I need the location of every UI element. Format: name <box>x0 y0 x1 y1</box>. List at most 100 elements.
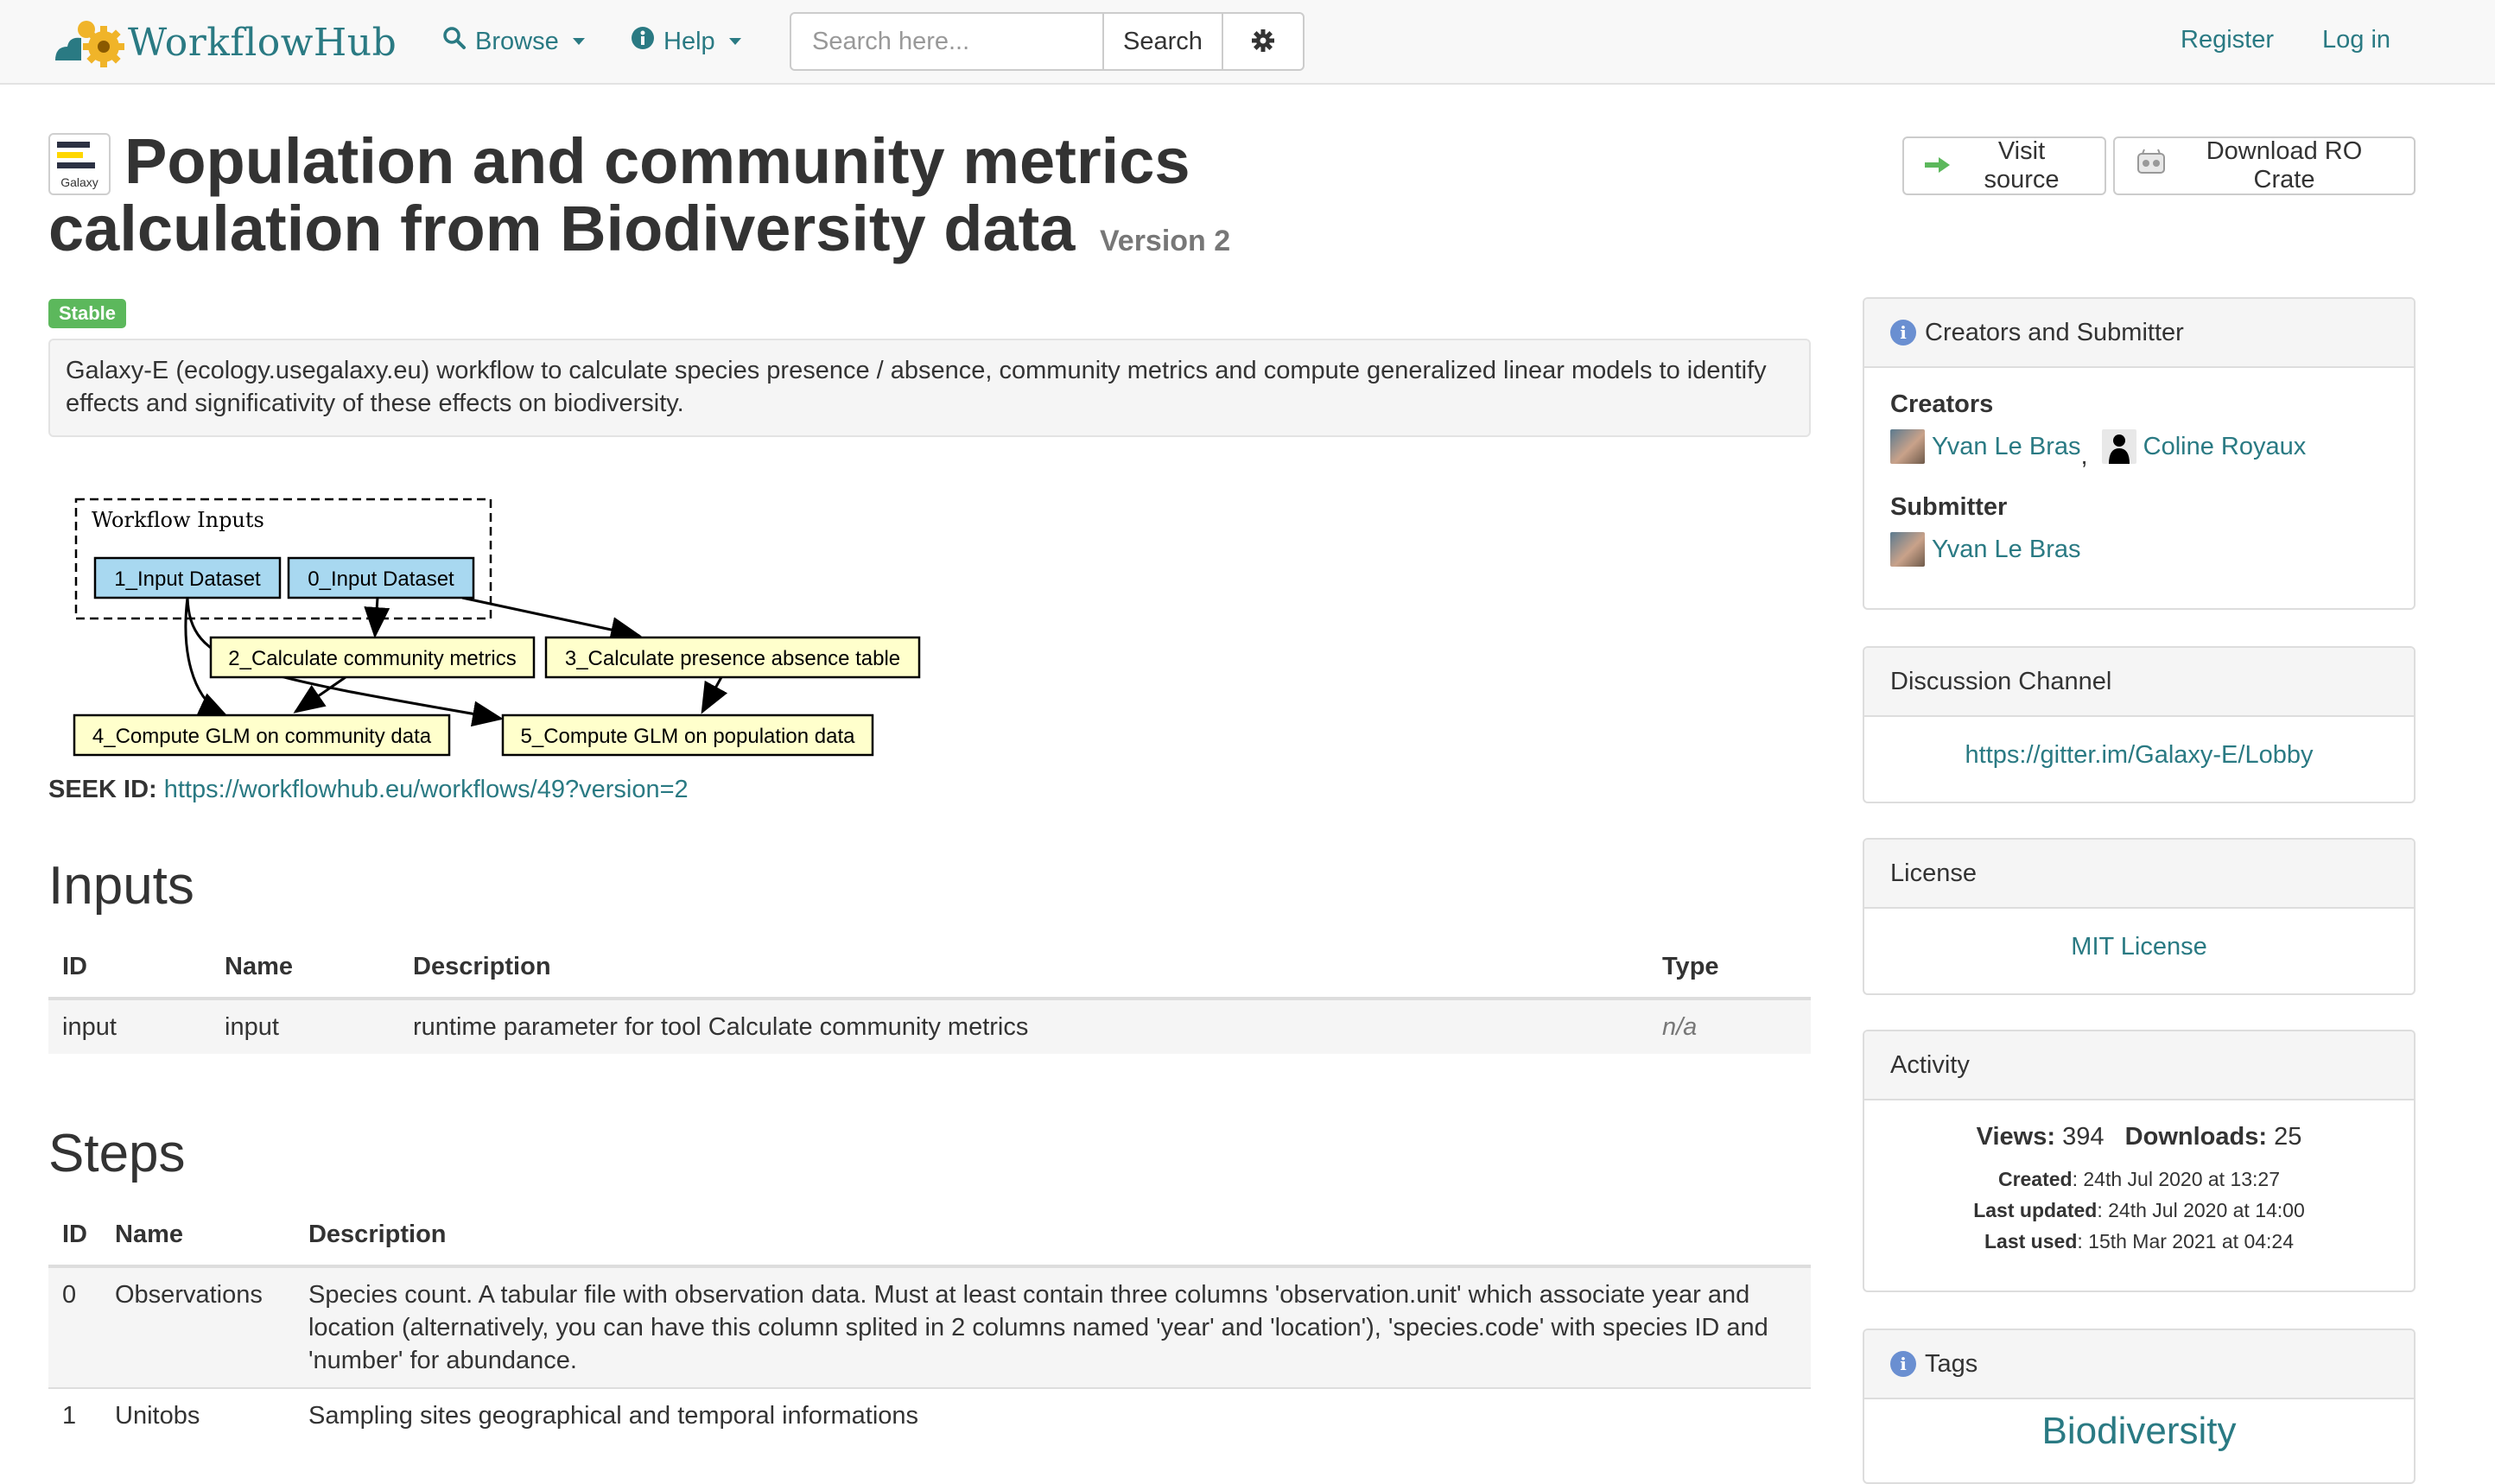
brand-link[interactable]: WorkflowHub <box>52 16 397 69</box>
input-description: runtime parameter for tool Calculate com… <box>399 998 1648 1054</box>
tags-panel-heading: i Tags <box>1864 1330 2414 1399</box>
activity-panel-title: Activity <box>1890 1050 1970 1079</box>
step-name: Unitobs <box>101 1387 295 1443</box>
edge-step3-step5 <box>701 676 728 714</box>
activity-panel-heading: Activity <box>1864 1031 2414 1100</box>
step-id: 1 <box>48 1387 101 1443</box>
license-link[interactable]: MIT License <box>2071 933 2207 961</box>
workflow-description: Galaxy-E (ecology.usegalaxy.eu) workflow… <box>48 339 1811 437</box>
column-header-id: ID <box>48 936 211 1000</box>
step-description: Sampling sites geographical and temporal… <box>294 1387 1811 1443</box>
info-icon[interactable]: i <box>1890 320 1916 346</box>
step-name: Observations <box>101 1265 295 1388</box>
column-header-name: Name <box>211 936 399 1000</box>
avatar-placeholder-icon <box>2101 429 2136 464</box>
svg-text:5_Compute GLM on population da: 5_Compute GLM on population data <box>521 725 856 748</box>
downloads-label: Downloads: <box>2124 1123 2267 1151</box>
license-panel-heading: License <box>1864 840 2414 909</box>
browse-label: Browse <box>475 27 559 55</box>
search-icon <box>442 26 467 57</box>
activity-panel: Activity Views: 394 Downloads: 25 Create… <box>1863 1030 2416 1292</box>
discussion-panel: Discussion Channel https://gitter.im/Gal… <box>1863 646 2416 803</box>
edge-input0-step2 <box>364 597 390 638</box>
seek-id-link[interactable]: https://workflowhub.eu/workflows/49?vers… <box>163 776 689 803</box>
license-panel: License MIT License <box>1863 838 2416 995</box>
edge-step2-step4 <box>293 675 346 713</box>
discussion-channel-link[interactable]: https://gitter.im/Galaxy-E/Lobby <box>1965 741 2314 769</box>
browse-menu[interactable]: Browse <box>442 26 585 57</box>
updated-date: Last updated: 24th Jul 2020 at 14:00 <box>1973 1199 2305 1221</box>
avatar <box>1890 429 1925 464</box>
node-step5: 5_Compute GLM on population data <box>501 713 874 757</box>
node-input1: 1_Input Dataset <box>93 556 282 599</box>
column-header-description: Description <box>294 1204 1811 1268</box>
creator-yvan[interactable]: Yvan Le Bras <box>1890 429 2081 464</box>
tag-link[interactable]: Biodiversity <box>2041 1410 2237 1452</box>
node-step4: 4_Compute GLM on community data <box>73 713 451 757</box>
table-row: 0 Observations Species count. A tabular … <box>48 1265 1811 1388</box>
chevron-down-icon <box>572 38 585 45</box>
workflowhub-logo-icon <box>52 16 131 69</box>
step-id: 0 <box>48 1265 101 1388</box>
views-count: 394 <box>2062 1123 2105 1151</box>
table-row: 1 Unitobs Sampling sites geographical an… <box>48 1387 1811 1443</box>
last-used-date: Last used: 15th Mar 2021 at 04:24 <box>1984 1230 2294 1253</box>
column-header-description: Description <box>399 936 1648 1000</box>
steps-heading: Steps <box>48 1124 186 1183</box>
creator-separator: , <box>2080 442 2088 470</box>
info-circle-icon <box>631 26 655 57</box>
tags-panel-title: Tags <box>1925 1349 1978 1378</box>
help-label: Help <box>663 27 715 55</box>
register-link[interactable]: Register <box>2181 26 2274 54</box>
tags-panel: i Tags Biodiversity <box>1863 1329 2416 1484</box>
inputs-table: ID Name Description Type input input run… <box>48 936 1811 1054</box>
creator-coline[interactable]: Coline Royaux <box>2101 429 2307 464</box>
edge-input0-step3 <box>461 596 642 643</box>
workflow-inputs-label: Workflow Inputs <box>92 508 264 532</box>
activity-counts: Views: 394 Downloads: 25 <box>1890 1123 2388 1151</box>
workflow-diagram[interactable]: Workflow Inputs 1_Input Dataset 0_Input … <box>69 492 933 764</box>
views-label: Views: <box>1976 1123 2056 1151</box>
info-icon[interactable]: i <box>1890 1351 1916 1377</box>
submitter-link[interactable]: Yvan Le Bras <box>1932 535 2081 563</box>
brand-name: WorkflowHub <box>128 20 397 65</box>
maturity-badge: Stable <box>48 299 127 328</box>
edge-input1-step4 <box>184 597 230 719</box>
node-step2: 2_Calculate community metrics <box>209 636 536 679</box>
seek-id-label: SEEK ID: <box>48 776 157 803</box>
input-id: input <box>48 998 211 1054</box>
ro-crate-icon <box>2136 149 2167 183</box>
creator-link[interactable]: Coline Royaux <box>2143 432 2307 460</box>
svg-text:2_Calculate community metrics: 2_Calculate community metrics <box>228 647 516 670</box>
page-title: Population and community metrics calcula… <box>48 128 1258 275</box>
creator-link[interactable]: Yvan Le Bras <box>1932 432 2081 460</box>
column-header-id: ID <box>48 1204 101 1268</box>
creators-list: Yvan Le Bras, Coline Royaux <box>1890 429 2388 471</box>
downloads-count: 25 <box>2274 1123 2302 1151</box>
submitter-yvan[interactable]: Yvan Le Bras <box>1890 532 2081 567</box>
search-settings-button[interactable] <box>1223 12 1305 71</box>
search-input[interactable] <box>790 12 1104 71</box>
navbar: WorkflowHub Browse Help Search <box>0 0 2495 85</box>
search-button[interactable]: Search <box>1104 12 1223 71</box>
svg-text:1_Input Dataset: 1_Input Dataset <box>114 568 261 591</box>
creators-label: Creators <box>1890 390 1994 418</box>
gear-icon <box>1251 29 1275 55</box>
download-ro-crate-button[interactable]: Download RO Crate <box>2113 136 2416 195</box>
input-name: input <box>211 998 399 1054</box>
svg-text:4_Compute GLM on community dat: 4_Compute GLM on community data <box>92 725 432 748</box>
table-row: input input runtime parameter for tool C… <box>48 998 1811 1054</box>
visit-source-button[interactable]: Visit source <box>1902 136 2106 195</box>
seek-id: SEEK ID: https://workflowhub.eu/workflow… <box>48 776 689 804</box>
search-form: Search <box>790 12 1305 71</box>
chevron-down-icon <box>728 38 741 45</box>
submitter-label: Submitter <box>1890 493 2008 521</box>
login-link[interactable]: Log in <box>2322 26 2391 54</box>
help-menu[interactable]: Help <box>631 26 741 57</box>
steps-table: ID Name Description 0 Observations Speci… <box>48 1204 1811 1443</box>
license-panel-title: License <box>1890 859 1977 887</box>
node-step3: 3_Calculate presence absence table <box>544 636 921 679</box>
workflow-inputs-group <box>74 498 492 620</box>
svg-text:0_Input Dataset: 0_Input Dataset <box>308 568 454 591</box>
workflow-title: Population and community metrics calcula… <box>48 125 1190 264</box>
